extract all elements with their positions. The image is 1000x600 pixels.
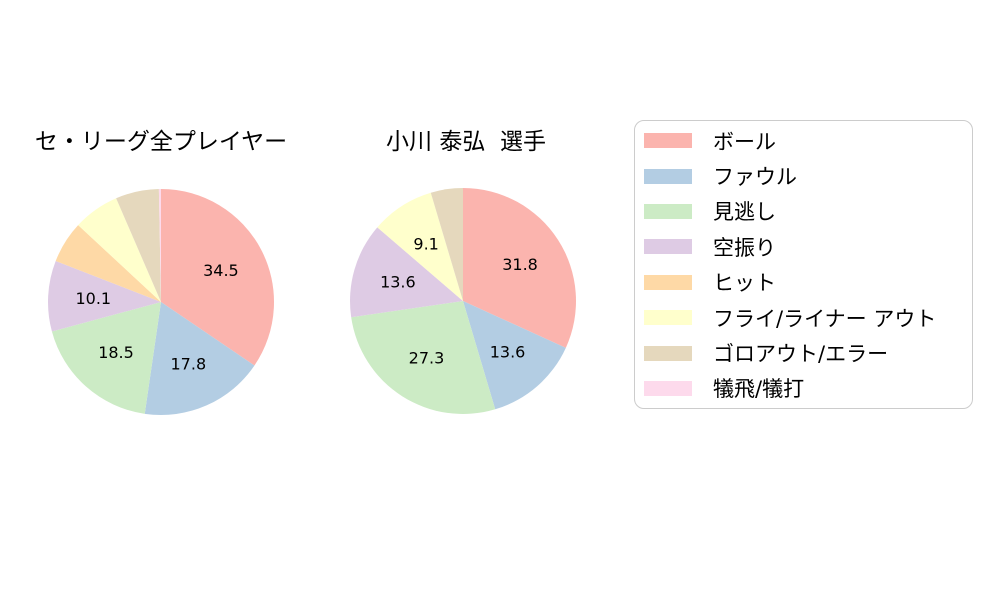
legend-label-groundout-error: ゴロアウト/エラー <box>713 342 889 367</box>
pie-slice-犠飛/犠打 <box>158 189 161 302</box>
left-pie-chart: 34.5 17.8 18.5 10.1 <box>47 189 275 415</box>
legend-swatch-sac-fly-bunt <box>644 380 692 396</box>
legend-swatch-groundout-error <box>644 345 692 361</box>
pie-slice-フライ/ライナー アウト <box>377 192 463 301</box>
legend-item-foul: ファウル <box>635 158 972 193</box>
pie-value-label: 27.3 <box>409 349 445 368</box>
pie-value-label: 10.1 <box>75 289 111 308</box>
legend-label-foul: ファウル <box>713 165 797 190</box>
pie-value-label: 9.1 <box>413 235 438 254</box>
pie-slice-ファウル <box>463 301 566 410</box>
legend-item-called-strike: 見逃し <box>635 194 972 229</box>
legend-swatch-foul <box>644 168 692 184</box>
pie-value-label: 31.8 <box>502 255 538 274</box>
legend-swatch-hit <box>644 274 692 290</box>
right-pie-chart: 31.8 13.6 27.3 13.6 9.1 <box>350 188 576 414</box>
legend-swatch-fly-liner-out <box>644 310 692 326</box>
pie-slice-ファウル <box>144 302 255 415</box>
legend-label-ball: ボール <box>713 129 776 154</box>
pie-value-label: 17.8 <box>171 355 207 374</box>
legend-item-hit: ヒット <box>635 265 972 300</box>
pie-slice-ボール <box>161 189 275 366</box>
legend-item-ball: ボール <box>635 123 972 158</box>
right-pie-title: 小川 泰弘 選手 <box>386 129 546 155</box>
pie-value-label: 13.6 <box>380 273 416 292</box>
pie-slice-フライ/ライナー アウト <box>78 198 161 302</box>
pie-value-label: 13.6 <box>490 343 526 362</box>
pie-slice-空振り <box>350 227 463 318</box>
pie-slice-見逃し <box>51 302 161 414</box>
legend-item-groundout-error: ゴロアウト/エラー <box>635 335 972 370</box>
legend-item-fly-liner-out: フライ/ライナー アウト <box>635 300 972 335</box>
legend-item-sac-fly-bunt: 犠飛/犠打 <box>635 371 972 406</box>
pie-slice-ゴロアウト/エラー <box>116 189 161 302</box>
legend-item-swinging-strike: 空振り <box>635 229 972 264</box>
pie-value-label: 34.5 <box>203 261 239 280</box>
pie-slice-ボール <box>463 188 576 348</box>
legend-box: ボール ファウル 見逃し 空振り ヒット フライ/ライナー アウト ゴロアウト/… <box>634 120 973 410</box>
legend-label-fly-liner-out: フライ/ライナー アウト <box>713 306 937 331</box>
legend-swatch-ball <box>644 133 692 149</box>
legend-label-sac-fly-bunt: 犠飛/犠打 <box>713 377 805 402</box>
pie-slice-見逃し <box>351 301 496 414</box>
pie-slice-ゴロアウト/エラー <box>430 188 463 301</box>
pie-value-label: 18.5 <box>98 343 134 362</box>
legend-swatch-called-strike <box>644 203 692 219</box>
legend-label-swinging-strike: 空振り <box>713 235 776 260</box>
pie-slice-ヒット <box>55 225 161 302</box>
pie-slice-空振り <box>47 261 161 332</box>
left-pie-title: セ・リーグ全プレイヤー <box>34 129 288 155</box>
legend-swatch-swinging-strike <box>644 239 692 255</box>
legend-label-hit: ヒット <box>713 271 776 296</box>
legend-label-called-strike: 見逃し <box>713 200 776 225</box>
